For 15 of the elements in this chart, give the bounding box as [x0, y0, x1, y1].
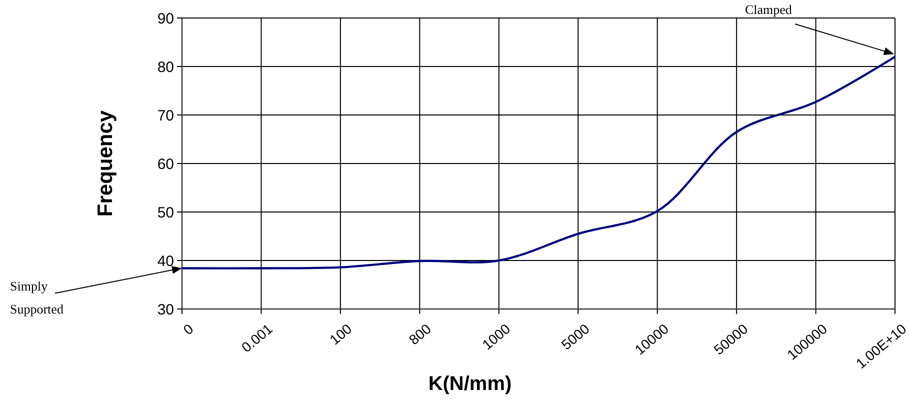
y-tick-label: 90 [157, 10, 174, 28]
y-tick-label: 40 [157, 252, 174, 270]
x-tick-label: 0 [180, 320, 196, 338]
y-tick-label: 70 [157, 107, 174, 124]
y-axis-title: Frequency [94, 110, 117, 217]
y-tick-label: 30 [157, 301, 174, 318]
x-axis-title: K(N/mm) [428, 373, 512, 395]
y-tick-label: 60 [157, 156, 174, 173]
annotation: Clamped [745, 2, 792, 17]
annotation: Simply Supported [10, 278, 64, 316]
y-tick-label: 80 [157, 58, 174, 76]
x-tick-label: 800 [406, 320, 434, 348]
y-tick-label: 50 [157, 204, 174, 222]
x-tick-label: 100 [326, 320, 355, 348]
line-series [180, 56, 896, 270]
